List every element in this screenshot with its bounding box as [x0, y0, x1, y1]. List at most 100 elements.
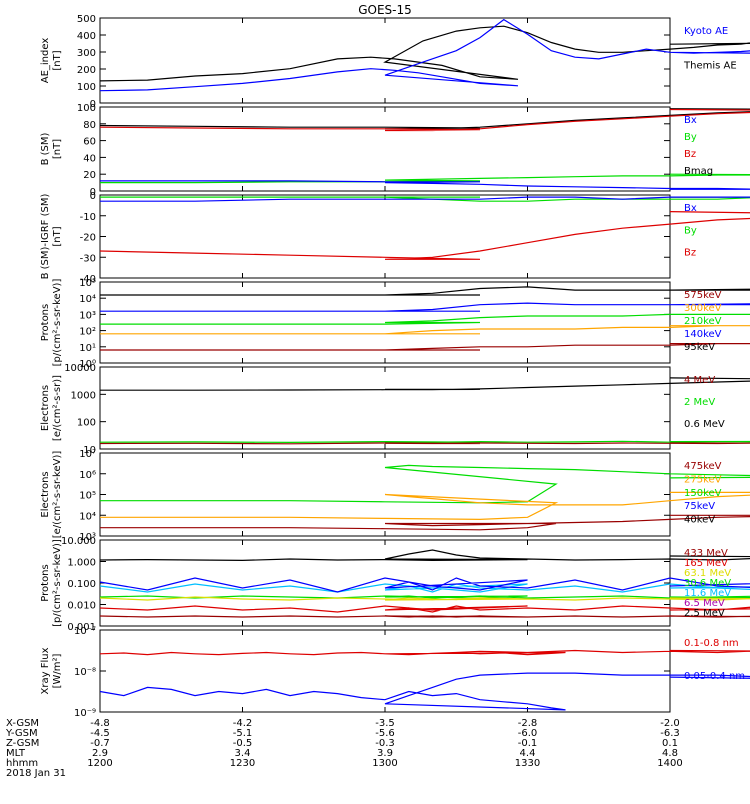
x-axis-row-value: 4.8: [662, 748, 678, 759]
x-axis-row-value: 3.9: [377, 748, 393, 759]
x-axis-row-label: MLT: [6, 748, 26, 759]
x-axis-row-value: -0.5: [233, 738, 253, 749]
legend-entry: 40keV: [684, 515, 715, 526]
y-axis-label: [p/(cm²-s-sr-keV)]: [52, 539, 63, 627]
y-tick-label: 20: [83, 170, 96, 181]
legend-entry: 165 MeV: [684, 558, 728, 569]
y-tick-label: -30: [80, 253, 96, 264]
y-tick-label: 0.001: [67, 622, 96, 633]
x-axis-row-value: -6.0: [518, 728, 538, 739]
x-axis-row-value: -4.2: [233, 718, 253, 729]
x-axis-row-label: Z-GSM: [6, 738, 39, 749]
legend-entry: 140keV: [684, 329, 722, 340]
series-line-bx: [100, 180, 750, 190]
y-tick-label: 0: [90, 187, 96, 198]
y-tick-label: 10³: [79, 310, 96, 321]
legend-entry: 2.5 MeV: [684, 608, 725, 619]
legend-entry: 95keV: [684, 342, 715, 353]
y-tick-label: 400: [77, 31, 96, 42]
panel-frame-ae: [99, 17, 671, 104]
y-axis-label: [p/(cm²-s-sr-keV)]: [52, 279, 63, 367]
x-axis-row-value: -5.6: [375, 728, 395, 739]
series-line-4-mev: [99, 442, 750, 445]
plot-title: GOES-15: [358, 3, 412, 17]
series-line-0-1-0-8-nm: [99, 649, 750, 656]
series-line-140kev: [100, 302, 750, 312]
series-line-0-05-0-4-nm: [99, 672, 750, 711]
legend-entry: 300keV: [684, 303, 722, 314]
x-axis-row-value: -6.3: [660, 728, 680, 739]
y-tick-label: 10⁴: [79, 294, 96, 305]
series-line-475kev: [100, 514, 750, 531]
y-tick-label: 10.000: [61, 536, 96, 547]
legend-entry: Bz: [684, 149, 696, 160]
y-tick-label: 10⁻⁹: [74, 708, 96, 719]
x-axis-row-value: -2.0: [660, 718, 680, 729]
legend-entry: 150keV: [684, 488, 722, 499]
y-axis-label: Protons: [40, 564, 51, 601]
x-axis-row-value: 0.1: [662, 738, 678, 749]
y-axis-label: Electrons: [40, 385, 51, 431]
series-line-2-mev: [99, 440, 750, 444]
x-axis-row-label: X-GSM: [6, 718, 39, 729]
y-axis-label: Electrons: [40, 471, 51, 517]
y-axis-label: [nT]: [52, 139, 63, 159]
legend-entry: 0.05-0.4 nm: [684, 671, 745, 682]
y-tick-label: 1000: [71, 390, 96, 401]
y-tick-label: 10⁵: [79, 278, 96, 289]
series-line-165-mev: [99, 605, 750, 613]
y-tick-label: 10: [83, 445, 96, 456]
x-axis-row-value: -2.8: [518, 718, 538, 729]
legend-entry: 275keV: [684, 474, 722, 485]
y-tick-label: 10¹: [79, 343, 96, 354]
y-tick-label: 500: [77, 14, 96, 25]
y-tick-label: 10⁻⁸: [74, 667, 96, 678]
legend-entry: 11.6 MeV: [684, 588, 731, 599]
series-line-433-mev: [99, 615, 750, 618]
legend-entry: 2 MeV: [684, 397, 715, 408]
legend-entry: Themis AE: [683, 61, 737, 72]
x-axis-row-label: hhmm: [6, 758, 38, 769]
series-line-150kev: [100, 464, 750, 504]
y-axis-label: [W/m²]: [52, 653, 63, 688]
series-line-275kev: [100, 491, 750, 521]
y-tick-label: 300: [77, 48, 96, 59]
series-line-6-5-mev: [99, 577, 750, 593]
y-tick-label: 40: [83, 153, 96, 164]
series-line-575kev: [100, 343, 750, 351]
y-tick-label: 10⁰: [79, 359, 96, 370]
x-axis-row-value: -4.5: [90, 728, 110, 739]
y-tick-label: 100: [77, 82, 96, 93]
x-axis-row-value: -4.8: [90, 718, 110, 729]
legend-entry: 0.6 MeV: [684, 419, 725, 430]
date-label: 2018 Jan 31: [6, 768, 66, 779]
legend-entry: 63.1 MeV: [684, 568, 731, 579]
y-tick-label: 0.010: [67, 601, 96, 612]
x-axis-row-value: 4.4: [520, 748, 536, 759]
x-axis-row-value: -0.1: [518, 738, 538, 749]
legend-entry: 433 MeV: [684, 548, 728, 559]
x-axis-row-value: 1400: [657, 758, 682, 769]
series-line-63-1-mev: [99, 596, 750, 601]
panel-frame-bigrf: [99, 194, 671, 279]
legend-entry: 475keV: [684, 461, 722, 472]
y-tick-label: 10⁷: [79, 449, 96, 460]
y-tick-label: 200: [77, 65, 96, 76]
x-axis-row-value: 2.9: [92, 748, 108, 759]
y-tick-label: -20: [80, 233, 96, 244]
series-line-bz: [99, 211, 750, 260]
x-axis-row-value: -0.3: [375, 738, 395, 749]
panel-frame-protons2: [99, 539, 671, 627]
y-tick-label: 0.100: [67, 579, 96, 590]
x-axis-row-value: 1330: [515, 758, 540, 769]
legend-entry: 4 MeV: [684, 375, 715, 386]
series-line-bx: [100, 196, 750, 202]
y-tick-label: 10⁴: [79, 511, 96, 522]
y-tick-label: 10⁵: [79, 491, 96, 502]
series-line-210kev: [100, 313, 750, 325]
legend-entry: 30.6 MeV: [684, 578, 731, 589]
series-line-300kev: [100, 325, 750, 335]
y-tick-label: -10: [80, 212, 96, 223]
